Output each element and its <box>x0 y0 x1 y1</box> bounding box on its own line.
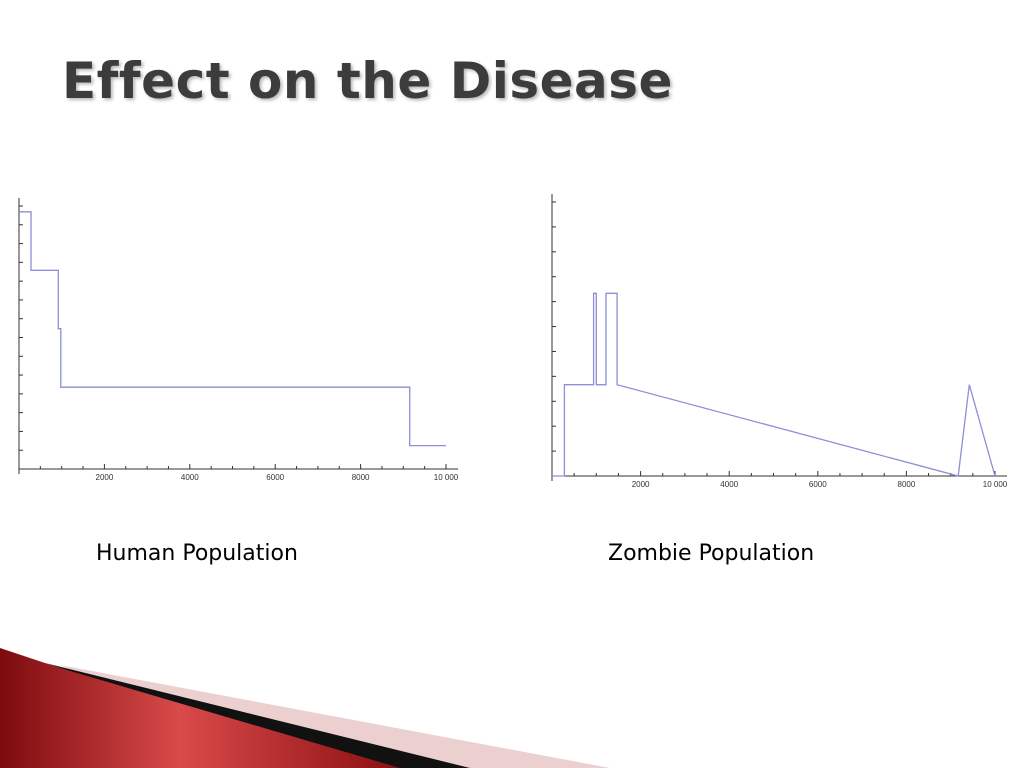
zombie-x-tick-label: 10 000 <box>983 480 1008 489</box>
human-series-line <box>19 211 446 447</box>
human-x-tick-label: 8000 <box>352 473 370 482</box>
zombie-population-caption: Zombie Population <box>608 541 815 566</box>
human-x-tick-label: 2000 <box>96 473 114 482</box>
slide-title: Effect on the Disease <box>62 52 673 110</box>
zombie-x-tick-label: 4000 <box>720 480 738 489</box>
human-x-tick-label: 6000 <box>266 473 284 482</box>
zombie-population-chart: 2000 4000 6000 8000 10 000 <box>551 194 1008 489</box>
human-x-tick-label: 4000 <box>181 473 199 482</box>
zombie-x-tick-label: 6000 <box>809 480 827 489</box>
human-population-caption: Human Population <box>96 541 298 566</box>
human-population-chart: 2000 4000 6000 8000 10 000 <box>18 198 459 482</box>
footer-black-band <box>45 663 470 768</box>
zombie-series-line <box>552 292 996 477</box>
zombie-x-tick-label: 8000 <box>898 480 916 489</box>
human-x-tick-label: 10 000 <box>434 473 459 482</box>
zombie-x-tick-label: 2000 <box>632 480 650 489</box>
footer-decoration <box>0 648 610 768</box>
footer-light-band <box>60 665 610 768</box>
footer-red-band <box>0 648 400 768</box>
